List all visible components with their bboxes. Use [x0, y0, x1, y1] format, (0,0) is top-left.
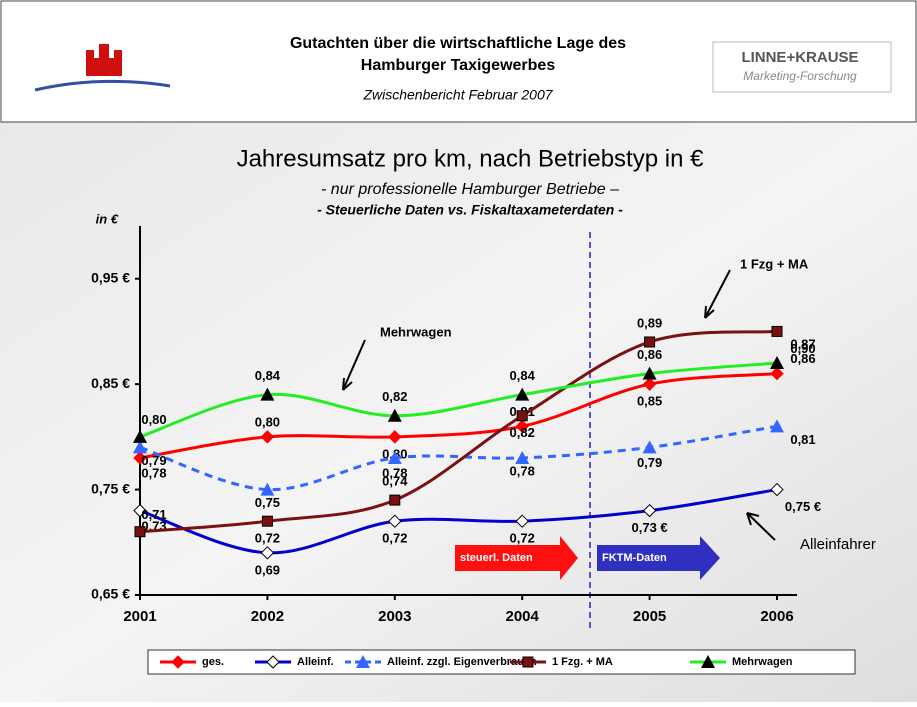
value-label: 0,85	[637, 394, 662, 409]
value-label: 0,89	[637, 315, 662, 330]
annotation: Mehrwagen	[380, 324, 452, 339]
annotation: FKTM-Daten	[602, 552, 667, 564]
value-label: 0,74	[382, 474, 408, 489]
value-label: 0,79	[637, 455, 662, 470]
value-label: 0,78	[510, 463, 535, 478]
marker	[262, 516, 272, 526]
x-tick-label: 2001	[123, 608, 156, 625]
value-label: 0,75	[255, 495, 280, 510]
header-title: Hamburger Taxigewerbes	[361, 57, 556, 74]
x-tick-label: 2003	[378, 608, 411, 625]
y-tick-label: 0,85 €	[91, 375, 130, 391]
legend-label: 1 Fzg. + MA	[552, 656, 613, 668]
marker	[772, 326, 782, 336]
value-label: 0,87	[790, 336, 815, 351]
value-label: 0,71	[141, 507, 166, 522]
value-label: 0,73 €	[632, 520, 668, 535]
value-label: 0,72	[255, 531, 280, 546]
legend-label: ges.	[202, 656, 224, 668]
marker	[645, 337, 655, 347]
value-label: 0,84	[510, 368, 536, 383]
y-tick-label: 0,75 €	[91, 480, 130, 496]
chart-title: Jahresumsatz pro km, nach Betriebstyp in…	[237, 145, 705, 172]
value-label: 0,80	[255, 414, 280, 429]
x-tick-label: 2005	[633, 608, 666, 625]
value-label: 0,82	[510, 425, 535, 440]
chart-subtitle: - Steuerliche Daten vs. Fiskaltaxameterd…	[317, 202, 623, 218]
value-label: 0,84	[255, 368, 281, 383]
marker	[135, 527, 145, 537]
slide: Gutachten über die wirtschaftliche Lage …	[0, 0, 917, 702]
annotation: 1 Fzg + MA	[740, 256, 809, 271]
header-title: Gutachten über die wirtschaftliche Lage …	[290, 35, 626, 52]
annotation: Alleinfahrer	[800, 536, 876, 553]
marker	[390, 495, 400, 505]
value-label: 0,80	[141, 412, 166, 427]
logo-sub: Marketing-Forschung	[743, 69, 857, 83]
value-label: 0,69	[255, 562, 280, 577]
value-label: 0,72	[510, 531, 535, 546]
legend-marker	[523, 657, 533, 667]
legend-label: Alleinf.	[297, 656, 334, 668]
chart-subtitle: - nur professionelle Hamburger Betriebe …	[321, 181, 619, 198]
value-label: 0,75 €	[785, 499, 821, 514]
value-label: 0,81	[790, 432, 815, 447]
y-axis-label: in €	[96, 211, 119, 226]
value-label: 0,79	[141, 453, 166, 468]
y-tick-label: 0,65 €	[91, 586, 130, 602]
legend-label: Mehrwagen	[732, 656, 793, 668]
logo-name: LINNE+KRAUSE	[741, 49, 858, 66]
value-label: 0,82	[382, 389, 407, 404]
x-tick-label: 2006	[760, 608, 793, 625]
value-label: 0,86	[637, 347, 662, 362]
value-label: 0,72	[382, 531, 407, 546]
x-tick-label: 2004	[506, 608, 540, 625]
y-tick-label: 0,95 €	[91, 269, 130, 285]
header-subtitle: Zwischenbericht Februar 2007	[362, 87, 553, 103]
x-tick-label: 2002	[251, 608, 284, 625]
marker	[517, 411, 527, 421]
annotation: steuerl. Daten	[460, 552, 533, 564]
